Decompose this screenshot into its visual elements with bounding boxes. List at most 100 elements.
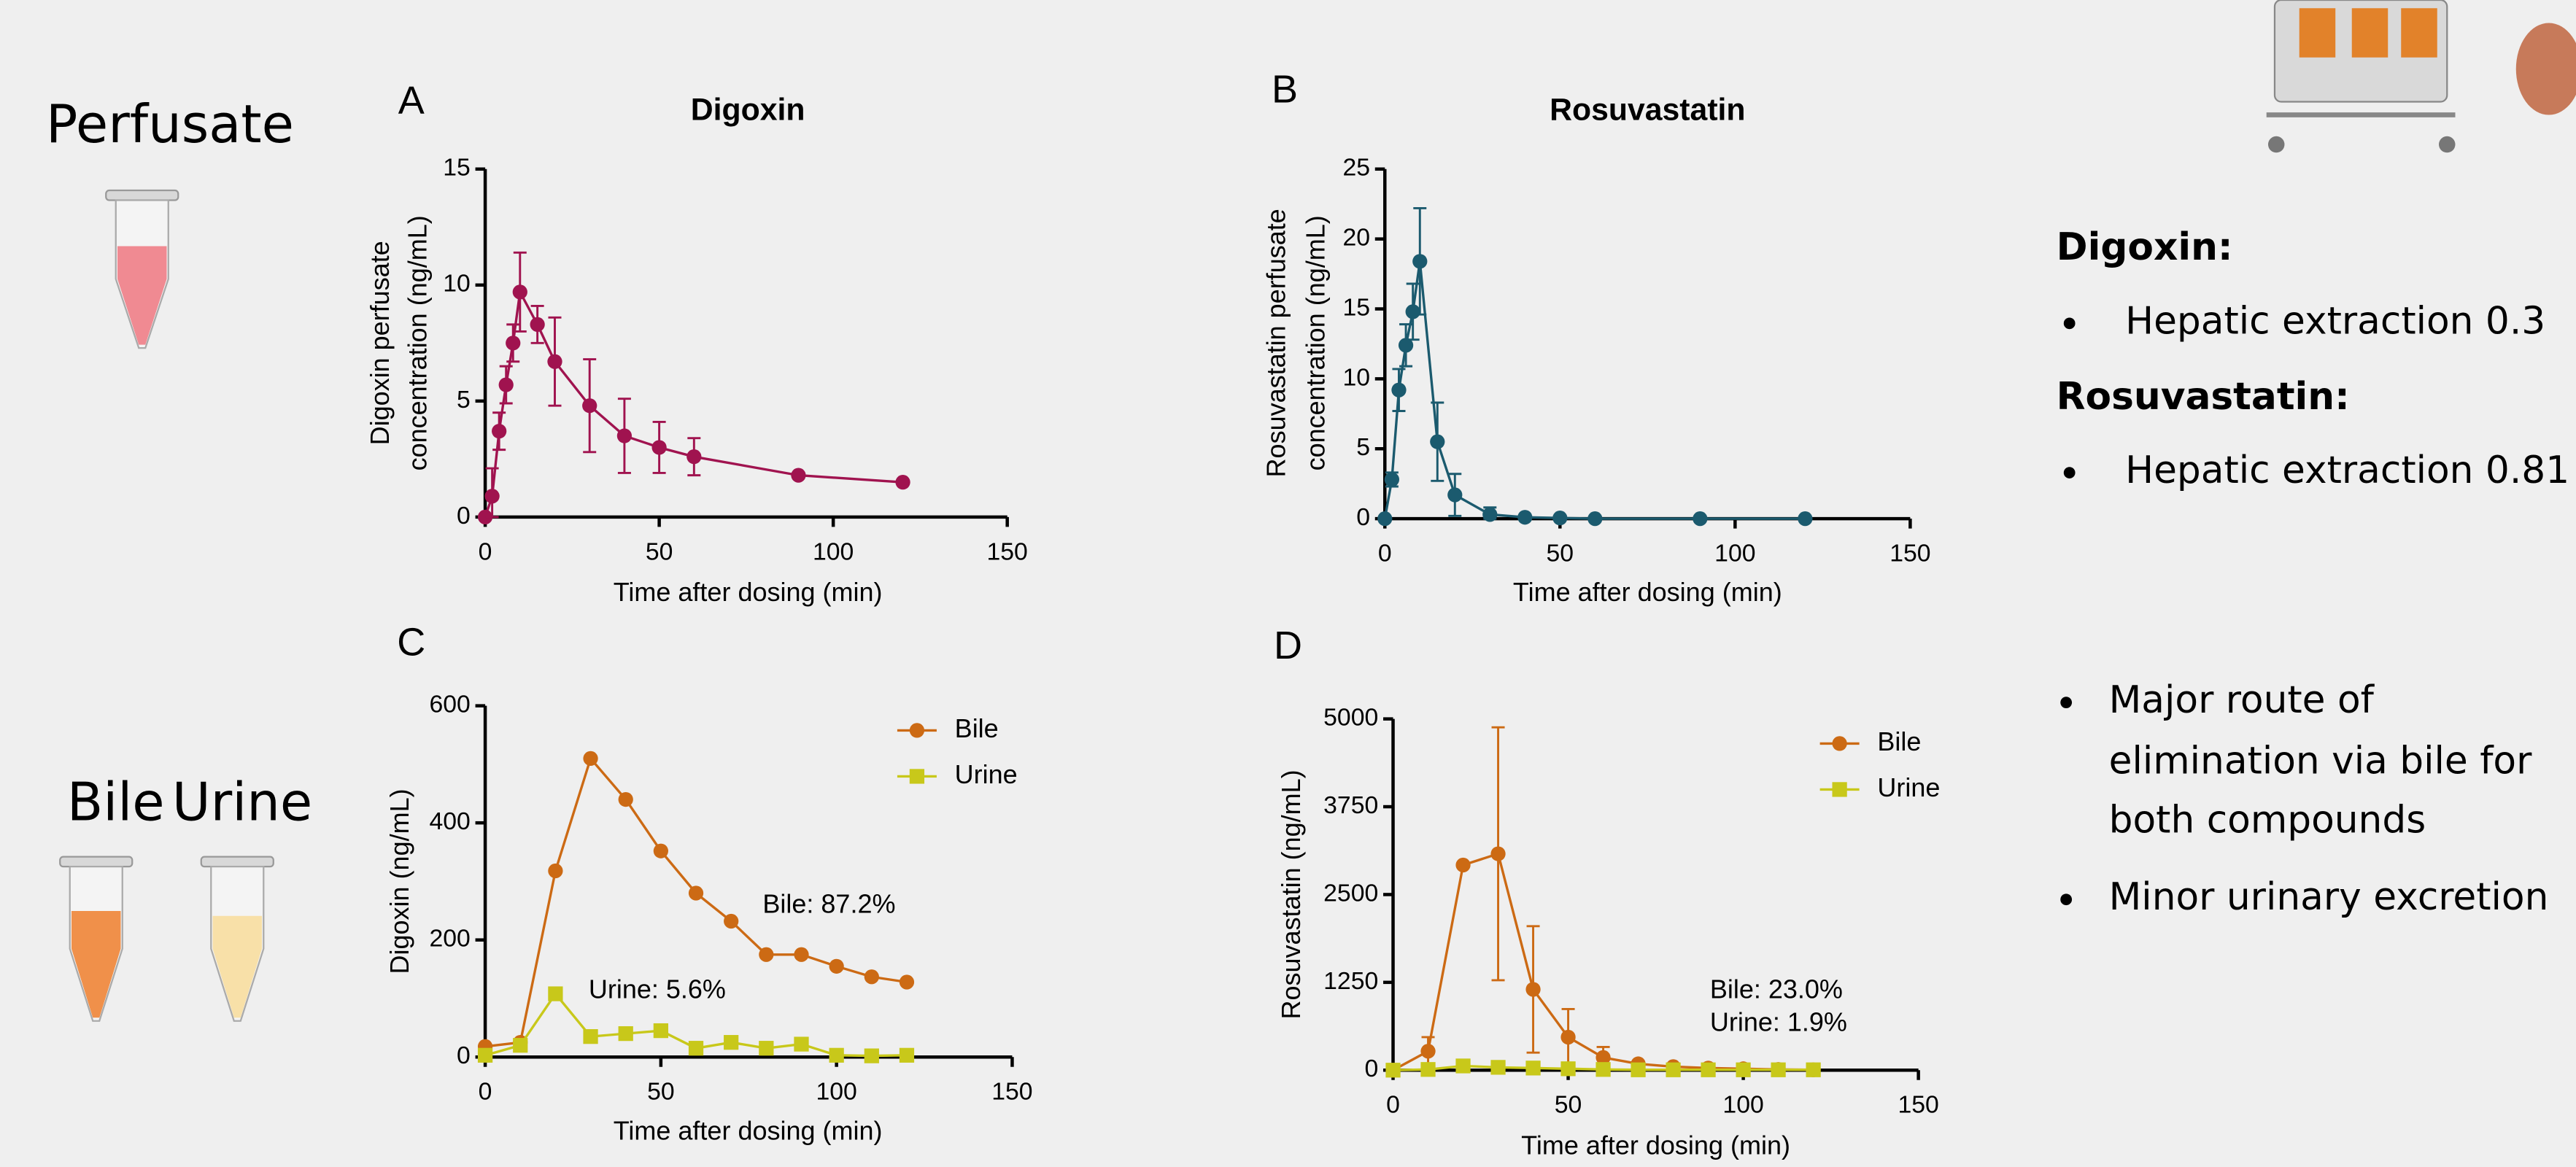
marker xyxy=(1405,304,1420,319)
y-tick-label: 5000 xyxy=(1323,704,1378,732)
marker xyxy=(895,475,910,490)
marker xyxy=(1490,1060,1506,1075)
marker xyxy=(1420,1062,1436,1077)
bullet-text: Hepatic extraction 0.3 xyxy=(2125,299,2545,343)
annotation: Urine: 5.6% xyxy=(589,974,726,1004)
y-tick-label: 25 xyxy=(1342,154,1370,182)
legend-marker xyxy=(1832,736,1847,751)
marker xyxy=(1596,1050,1611,1066)
x-tick-label: 50 xyxy=(1547,540,1574,567)
x-tick-label: 50 xyxy=(646,538,673,565)
marker xyxy=(477,509,493,524)
legend-marker xyxy=(909,769,925,784)
legend-label: Urine xyxy=(1877,772,1940,802)
bullet xyxy=(2063,317,2076,330)
bullet-text: both compounds xyxy=(2109,798,2426,842)
marker xyxy=(899,974,915,990)
marker xyxy=(618,791,633,807)
marker xyxy=(688,885,704,901)
y-axis-label: Digoxin perfusate xyxy=(365,241,395,445)
rosuvastatin-heading: Rosuvastatin: xyxy=(2057,375,2350,419)
y-tick-label: 1250 xyxy=(1323,967,1378,995)
marker xyxy=(618,1026,633,1042)
perfusate-tube xyxy=(105,189,179,349)
y-tick-label: 3750 xyxy=(1323,791,1378,819)
marker xyxy=(513,1038,528,1053)
marker xyxy=(477,1047,493,1063)
y-tick-label: 0 xyxy=(1356,503,1370,531)
panel-letter: B xyxy=(1272,67,1298,111)
marker xyxy=(547,354,562,369)
y-axis-label: concentration (ng/mL) xyxy=(1301,215,1331,470)
marker xyxy=(759,1041,774,1056)
x-tick-label: 50 xyxy=(1555,1091,1582,1119)
x-tick-label: 100 xyxy=(816,1078,856,1106)
y-tick-label: 600 xyxy=(430,691,471,718)
marker xyxy=(1384,472,1399,487)
y-axis-label: Rosuvastatin perfusate xyxy=(1261,209,1291,477)
marker xyxy=(583,1029,598,1044)
marker xyxy=(829,958,844,974)
marker xyxy=(1482,507,1498,522)
marker xyxy=(1596,1062,1611,1077)
panel-letter: A xyxy=(398,79,425,123)
marker xyxy=(616,428,633,443)
marker xyxy=(1771,1062,1786,1077)
marker xyxy=(1552,511,1568,526)
marker xyxy=(1560,1029,1576,1045)
marker xyxy=(1377,511,1393,527)
urine-label: Urine xyxy=(172,771,312,832)
bullet-text: elimination via bile for xyxy=(2109,739,2532,783)
legend-label: Urine xyxy=(955,759,1018,789)
marker xyxy=(484,489,500,504)
marker xyxy=(1806,1062,1821,1077)
x-axis-label: Time after dosing (min) xyxy=(614,577,883,607)
panel-letter: D xyxy=(1274,624,1302,667)
marker xyxy=(1525,982,1541,997)
x-tick-label: 0 xyxy=(1378,540,1392,567)
marker xyxy=(794,1036,809,1052)
marker xyxy=(1447,487,1463,503)
urine-tube xyxy=(200,856,274,1022)
marker xyxy=(1736,1062,1751,1077)
marker xyxy=(492,424,507,439)
bullet xyxy=(2063,467,2076,478)
marker xyxy=(530,317,545,333)
marker xyxy=(794,947,809,962)
marker xyxy=(1420,1044,1436,1059)
marker xyxy=(548,986,563,1001)
marker xyxy=(759,947,774,962)
marker xyxy=(899,1047,915,1063)
marker xyxy=(1455,857,1471,873)
marker xyxy=(724,913,739,929)
y-axis-label: Rosuvastatin (ng/mL) xyxy=(1276,769,1306,1019)
legend-marker xyxy=(1832,782,1847,797)
marker xyxy=(688,1041,704,1056)
marker xyxy=(498,377,514,392)
legend-label: Bile xyxy=(955,713,999,743)
bullet xyxy=(2060,893,2073,906)
y-axis-label: Digoxin (ng/mL) xyxy=(384,788,414,974)
legend-label: Bile xyxy=(1877,726,1921,756)
marker xyxy=(1666,1062,1681,1077)
marker xyxy=(864,969,879,985)
x-tick-label: 150 xyxy=(991,1078,1032,1106)
bile-label: Bile xyxy=(67,771,165,832)
marker xyxy=(1412,254,1428,269)
y-tick-label: 5 xyxy=(1356,433,1370,461)
marker xyxy=(864,1048,879,1063)
x-tick-label: 0 xyxy=(479,538,492,565)
marker xyxy=(686,449,702,465)
bullet-text: Hepatic extraction 0.81 xyxy=(2125,449,2569,492)
y-tick-label: 5 xyxy=(457,386,471,414)
marker xyxy=(582,398,597,414)
y-tick-label: 10 xyxy=(1342,363,1370,391)
digoxin-heading: Digoxin: xyxy=(2057,225,2233,269)
x-tick-label: 150 xyxy=(1890,540,1930,567)
x-tick-label: 0 xyxy=(1386,1091,1400,1119)
marker xyxy=(829,1047,844,1063)
y-tick-label: 0 xyxy=(457,502,471,530)
x-tick-label: 150 xyxy=(1898,1091,1938,1119)
